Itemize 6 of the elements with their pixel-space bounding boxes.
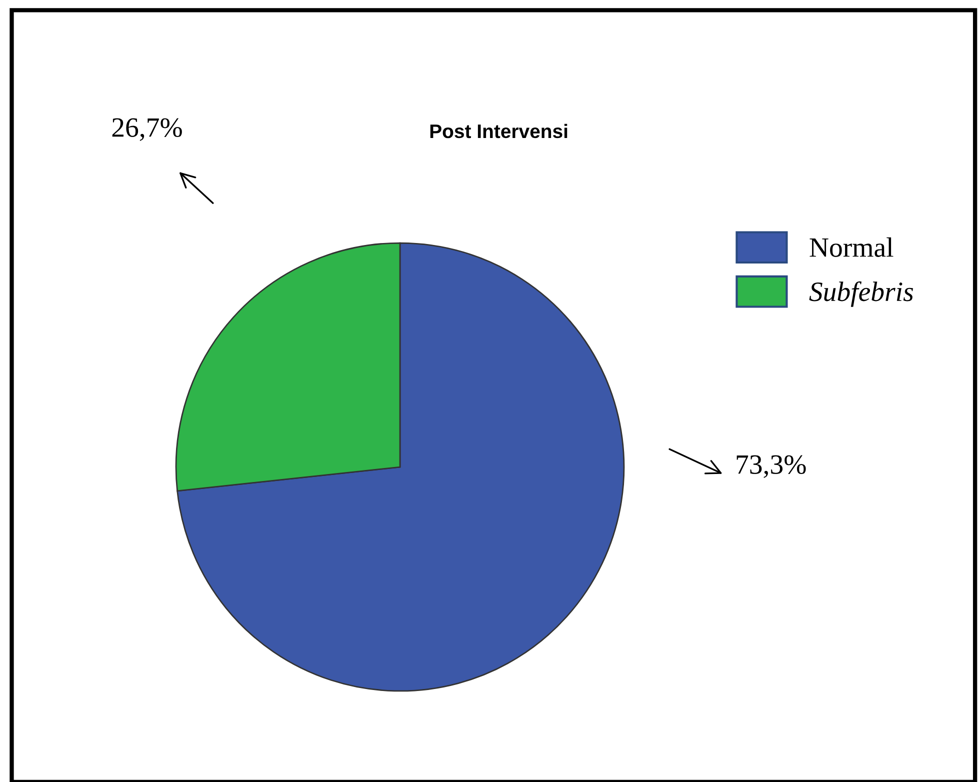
data-label: 73,3%	[736, 455, 806, 478]
pie-slice	[176, 242, 625, 692]
chart-title: Post Intervensi	[430, 124, 568, 138]
legend-label: Normal	[810, 237, 894, 257]
legend-label: Subfebris	[809, 281, 914, 307]
data-label: 26,7%	[112, 118, 182, 141]
